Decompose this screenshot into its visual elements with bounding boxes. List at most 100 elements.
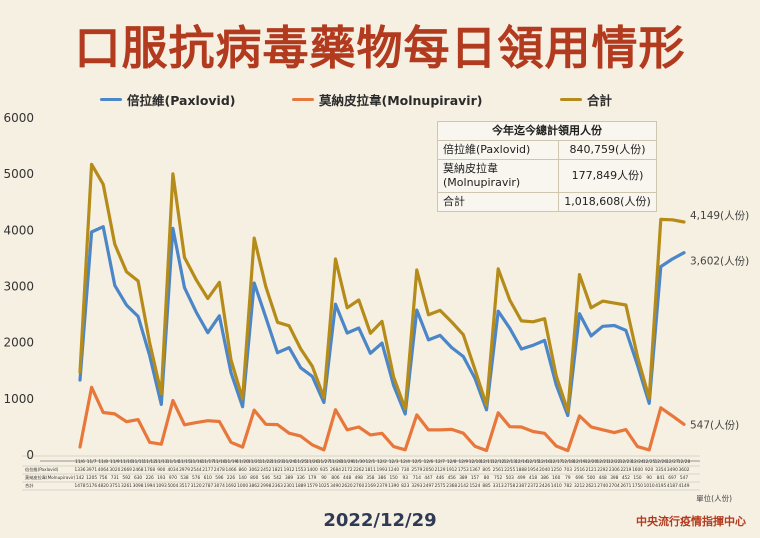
data-label: 1579 xyxy=(307,483,318,489)
data-label: 2704 xyxy=(609,483,620,489)
x-tick-label: 11/20 xyxy=(236,459,249,465)
x-tick-label: 11/28 xyxy=(329,459,342,465)
x-tick-label: 12/13 xyxy=(504,459,517,465)
x-tick-label: 11/22 xyxy=(260,459,273,465)
data-label: 2561 xyxy=(493,467,504,473)
data-label: 2121 xyxy=(586,467,597,473)
data-label: 1410 xyxy=(551,483,562,489)
data-label: 970 xyxy=(169,475,177,481)
data-label: 2306 xyxy=(609,467,620,473)
data-label: 703 xyxy=(564,467,572,473)
data-label: 2219 xyxy=(620,467,631,473)
data-label: 4034 xyxy=(167,467,178,473)
data-label: 1912 xyxy=(446,467,457,473)
data-label: 452 xyxy=(622,475,630,481)
data-label: 3602 xyxy=(679,467,690,473)
data-label: 142 xyxy=(76,475,84,481)
legend-swatch-paxlovid xyxy=(100,98,122,101)
data-label: 4187 xyxy=(667,483,678,489)
data-label: 1600 xyxy=(632,467,643,473)
data-label: 358 xyxy=(366,475,374,481)
data-label: 80 xyxy=(484,475,490,481)
x-tick-label: 11/14 xyxy=(167,459,180,465)
data-label: 418 xyxy=(529,475,537,481)
chart-legend: 倍拉維(Paxlovid) 莫納皮拉韋(Molnupiravir) 合計 xyxy=(0,90,760,108)
x-tick-label: 12/10 xyxy=(469,459,482,465)
data-label: 1240 xyxy=(388,467,399,473)
data-label: 2040 xyxy=(539,467,550,473)
data-label: 2516 xyxy=(574,467,585,473)
data-label: 90 xyxy=(321,475,327,481)
x-tick-label: 12/20 xyxy=(585,459,598,465)
data-label: 3490 xyxy=(330,483,341,489)
data-label: 3261 xyxy=(121,483,132,489)
data-label: 2998 xyxy=(260,483,271,489)
data-label: 2758 xyxy=(504,483,515,489)
data-label: 179 xyxy=(308,475,316,481)
x-tick-label: 12/22 xyxy=(608,459,621,465)
x-tick-label: 11/13 xyxy=(155,459,168,465)
data-label: 2172 xyxy=(342,467,353,473)
x-tick-label: 12/4 xyxy=(400,459,410,465)
series-line-total xyxy=(78,162,686,413)
x-tick-label: 12/21 xyxy=(596,459,609,465)
data-label: 1994 xyxy=(144,483,155,489)
data-label: 1025 xyxy=(318,483,329,489)
legend-label-total: 合計 xyxy=(587,93,613,108)
data-label: 1750 xyxy=(632,483,643,489)
data-label: 2497 xyxy=(423,483,434,489)
data-label: 1821 xyxy=(272,467,283,473)
x-tick-label: 12/12 xyxy=(492,459,505,465)
data-label: 1367 xyxy=(469,467,480,473)
data-label: 1250 xyxy=(551,467,562,473)
data-label: 2621 xyxy=(586,483,597,489)
summary-value: 840,759(人份) xyxy=(558,140,657,160)
data-label: 2255 xyxy=(504,467,515,473)
data-label: 398 xyxy=(610,475,618,481)
x-tick-label: 11/19 xyxy=(225,459,238,465)
summary-name: 倍拉維(Paxlovid) xyxy=(437,140,559,160)
x-tick-label: 12/26 xyxy=(655,459,668,465)
data-label: 448 xyxy=(343,475,351,481)
data-label: 3074 xyxy=(214,483,225,489)
data-label: 714 xyxy=(413,475,421,481)
data-label: 538 xyxy=(180,475,188,481)
data-label: 2262 xyxy=(353,467,364,473)
data-label: 500 xyxy=(587,475,595,481)
x-tick-label: 12/24 xyxy=(631,459,644,465)
data-label: 2620 xyxy=(342,483,353,489)
data-label: 193 xyxy=(157,475,165,481)
data-label: 3751 xyxy=(109,483,120,489)
data-label: 805 xyxy=(482,467,490,473)
data-label: 499 xyxy=(517,475,525,481)
table-row-label: 莫納皮拉韋(Molnupiravir) xyxy=(25,474,76,481)
data-label: 1000 xyxy=(237,483,248,489)
x-tick-label: 11/9 xyxy=(110,459,120,465)
data-label: 3490 xyxy=(667,467,678,473)
x-tick-label: 11/24 xyxy=(283,459,296,465)
data-label: 160 xyxy=(552,475,560,481)
data-label: 226 xyxy=(227,475,235,481)
series-line-molnupiravir xyxy=(78,385,686,453)
x-tick-label: 12/14 xyxy=(515,459,528,465)
data-label: 3354 xyxy=(655,467,666,473)
data-label: 2169 xyxy=(365,483,376,489)
data-label: 546 xyxy=(262,475,270,481)
data-label: 150 xyxy=(390,475,398,481)
data-label: 823 xyxy=(401,483,409,489)
data-label: 1912 xyxy=(284,467,295,473)
data-label: 1466 xyxy=(226,467,237,473)
data-label: 542 xyxy=(273,475,281,481)
summary-row-total: 合計 1,018,608(人份) xyxy=(437,192,657,212)
x-tick-label: 12/7 xyxy=(435,459,445,465)
data-label: 3098 xyxy=(133,483,144,489)
data-label: 2142 xyxy=(458,483,469,489)
data-label: 386 xyxy=(378,475,386,481)
x-tick-label: 12/28 xyxy=(678,459,691,465)
data-label: 2579 xyxy=(411,467,422,473)
summary-header: 今年迄今總計領用人份 xyxy=(437,121,657,141)
data-label: 3212 xyxy=(574,483,585,489)
x-tick-label: 12/23 xyxy=(620,459,633,465)
data-label: 2740 xyxy=(597,483,608,489)
x-tick-label: 11/10 xyxy=(120,459,133,465)
